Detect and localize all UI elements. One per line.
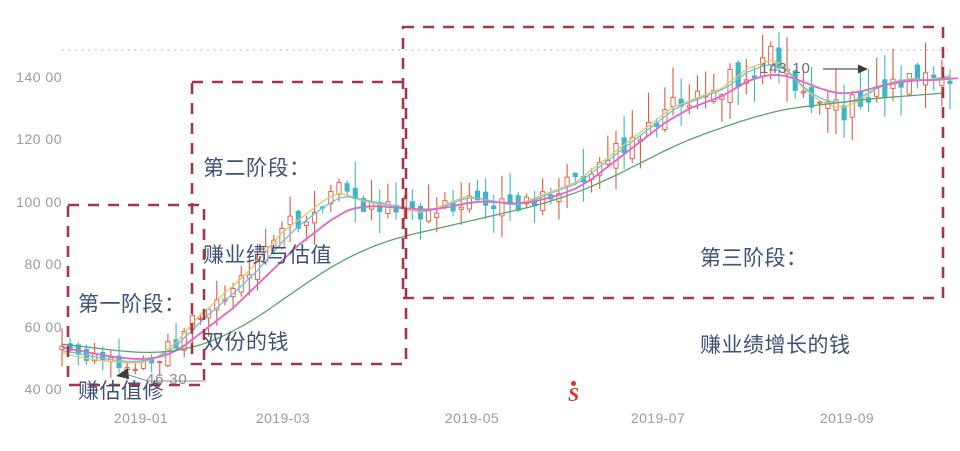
- phase-2-line-3: 双份的钱: [203, 329, 289, 354]
- y-tick-120: 120 00: [16, 131, 62, 147]
- phase-2-line-1: 第二阶段：: [203, 155, 311, 180]
- phase-1-box: [66, 203, 206, 387]
- low-price-annotation: 46 30: [146, 371, 188, 388]
- y-tick-60: 60 00: [24, 319, 62, 335]
- annotation-arrows: [116, 64, 868, 382]
- phase-3-box: [401, 25, 945, 300]
- signal-letter: S: [568, 384, 580, 406]
- signal-dot: [571, 381, 577, 386]
- moving-average-lines: [61, 59, 959, 364]
- x-tick-2019-05: 2019-05: [444, 410, 500, 426]
- sell-signal-marker: S: [568, 381, 579, 407]
- phase-2-line-2: 赚业绩与估值: [203, 242, 332, 267]
- high-price-annotation: 143 10: [760, 60, 811, 77]
- phase-3-line-2: 赚业绩增长的钱: [700, 332, 851, 357]
- phase-2-label: 第二阶段： 赚业绩与估值 双份的钱: [203, 96, 332, 415]
- x-tick-2019-01: 2019-01: [113, 410, 169, 426]
- ma-line-ma20: [61, 74, 959, 360]
- phase-3-line-1: 第三阶段：: [700, 245, 808, 270]
- ma-line-ma60: [61, 92, 942, 354]
- y-tick-100: 100 00: [16, 194, 62, 210]
- phase-1-label: 第一阶段： 赚估值修 复的钱: [78, 232, 186, 451]
- x-tick-2019-03: 2019-03: [255, 410, 311, 426]
- x-tick-2019-07: 2019-07: [630, 410, 686, 426]
- x-tick-2019-09: 2019-09: [819, 410, 875, 426]
- phase-1-line-2: 赚估值修: [78, 378, 164, 403]
- phase-3-label: 第三阶段： 赚业绩增长的钱: [700, 186, 851, 418]
- y-tick-40: 40 00: [24, 381, 62, 397]
- phase-2-box: [190, 80, 408, 366]
- y-tick-140: 140 00: [16, 69, 62, 85]
- y-tick-80: 80 00: [24, 256, 62, 272]
- phase-1-line-1: 第一阶段：: [78, 291, 186, 316]
